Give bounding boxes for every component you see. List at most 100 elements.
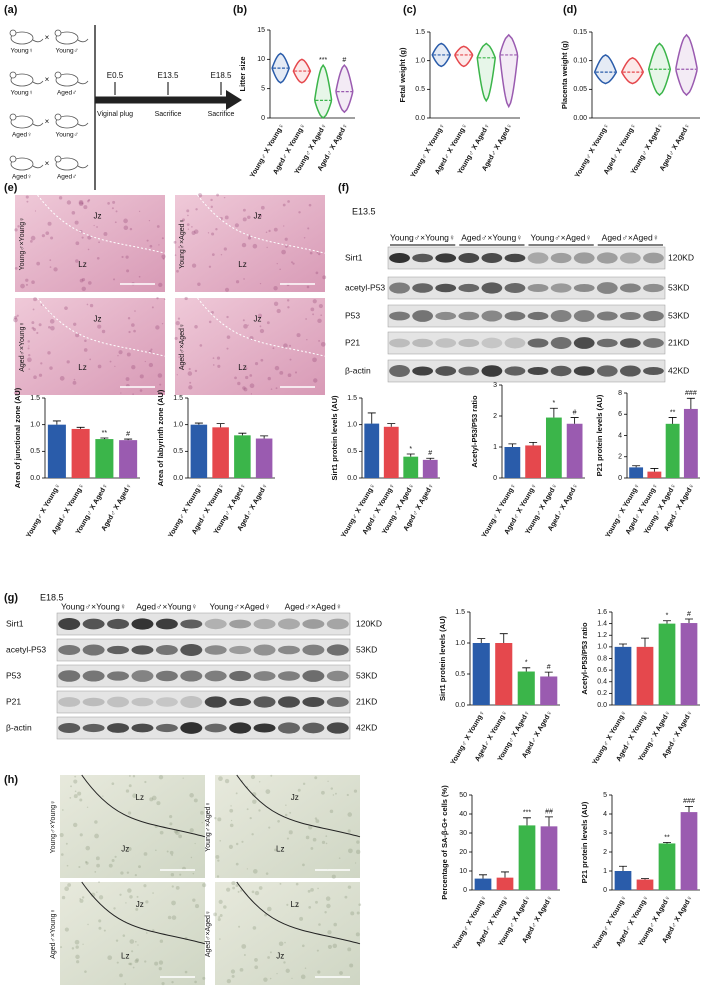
texture bbox=[174, 254, 177, 256]
x-tick-label: Young♂ X Young♀ bbox=[605, 482, 642, 539]
blot-row-name: P21 bbox=[6, 696, 21, 706]
y-tick-label: 40 bbox=[459, 811, 467, 818]
panel-label: (e) bbox=[4, 182, 18, 194]
significance: # bbox=[126, 431, 130, 438]
texture bbox=[186, 223, 190, 226]
texture bbox=[356, 911, 360, 915]
blot-band bbox=[596, 282, 618, 294]
blot-band bbox=[326, 670, 349, 682]
panel-label: (c) bbox=[403, 4, 417, 16]
texture bbox=[327, 780, 329, 782]
blot-band bbox=[302, 670, 325, 682]
error-bar bbox=[499, 633, 508, 643]
texture bbox=[145, 932, 148, 934]
texture bbox=[270, 388, 273, 390]
texture bbox=[171, 854, 173, 856]
texture bbox=[235, 842, 239, 846]
panel-label: (f) bbox=[338, 182, 349, 194]
texture bbox=[157, 373, 163, 378]
texture bbox=[148, 220, 151, 222]
texture bbox=[291, 977, 293, 979]
blot-band bbox=[504, 311, 526, 321]
texture bbox=[139, 389, 143, 392]
texture bbox=[75, 333, 80, 338]
texture bbox=[119, 973, 123, 978]
violin bbox=[313, 63, 333, 120]
texture bbox=[96, 891, 98, 893]
mouse-ear bbox=[54, 29, 62, 37]
y-tick-label: 0.4 bbox=[597, 679, 607, 686]
texture bbox=[322, 275, 327, 280]
texture bbox=[112, 200, 116, 204]
texture bbox=[223, 905, 227, 909]
zone-label: Lz bbox=[238, 363, 246, 372]
y-tick-label: 0.0 bbox=[173, 475, 183, 482]
texture bbox=[175, 830, 180, 836]
y-tick-label: 20 bbox=[459, 849, 467, 856]
pair-label: Aged♂ bbox=[57, 90, 77, 97]
texture bbox=[83, 348, 88, 352]
significance: # bbox=[547, 664, 551, 671]
blot-band bbox=[58, 644, 81, 656]
texture bbox=[300, 974, 306, 980]
blot-band bbox=[155, 644, 178, 656]
bar bbox=[683, 408, 698, 478]
texture bbox=[189, 793, 194, 798]
texture bbox=[30, 235, 36, 241]
texture bbox=[266, 246, 268, 249]
bar bbox=[658, 623, 676, 705]
texture bbox=[72, 380, 77, 385]
blot-strip bbox=[387, 276, 666, 300]
texture bbox=[252, 799, 257, 804]
mouse-tail bbox=[77, 80, 89, 85]
texture bbox=[118, 350, 123, 355]
texture bbox=[269, 951, 272, 954]
pair-label: Young♀ bbox=[10, 48, 33, 55]
x-tick-label: Young♂ X Young♀ bbox=[340, 482, 377, 539]
y-tick-label: 0.2 bbox=[597, 690, 607, 697]
texture bbox=[332, 943, 338, 949]
y-tick-label: 0.15 bbox=[573, 29, 587, 36]
y-axis-label: P21 protein levels (AU) bbox=[595, 394, 604, 476]
significance: ** bbox=[102, 430, 108, 437]
bar bbox=[71, 428, 90, 478]
error-bar bbox=[544, 671, 553, 677]
texture bbox=[288, 830, 293, 835]
violin bbox=[499, 33, 519, 109]
texture bbox=[113, 907, 116, 910]
error-bar bbox=[426, 457, 435, 460]
blot-band bbox=[643, 310, 664, 322]
texture bbox=[27, 340, 31, 343]
texture bbox=[60, 853, 64, 856]
texture bbox=[240, 889, 243, 892]
y-tick-label: 1.5 bbox=[415, 29, 425, 36]
bar bbox=[212, 427, 229, 478]
error-bar bbox=[124, 438, 133, 441]
texture bbox=[282, 203, 286, 207]
texture bbox=[13, 317, 18, 323]
error-bar bbox=[668, 417, 677, 424]
texture bbox=[25, 283, 28, 286]
texture bbox=[251, 833, 254, 836]
texture bbox=[87, 248, 90, 251]
bar bbox=[472, 643, 490, 705]
texture bbox=[109, 360, 112, 363]
texture bbox=[132, 774, 136, 778]
texture bbox=[49, 366, 53, 370]
texture bbox=[230, 819, 233, 822]
blot-band bbox=[107, 696, 130, 708]
blot-band bbox=[389, 338, 410, 348]
texture bbox=[307, 227, 310, 230]
violin bbox=[620, 56, 645, 85]
y-tick-label: 3 bbox=[493, 382, 497, 389]
texture bbox=[129, 895, 133, 899]
y-tick-label: 4 bbox=[603, 811, 607, 818]
texture bbox=[158, 775, 164, 780]
texture bbox=[294, 371, 298, 374]
texture bbox=[143, 852, 148, 856]
texture bbox=[216, 356, 221, 360]
texture bbox=[171, 915, 177, 920]
texture bbox=[317, 970, 321, 974]
texture bbox=[114, 221, 117, 224]
texture bbox=[131, 365, 136, 370]
